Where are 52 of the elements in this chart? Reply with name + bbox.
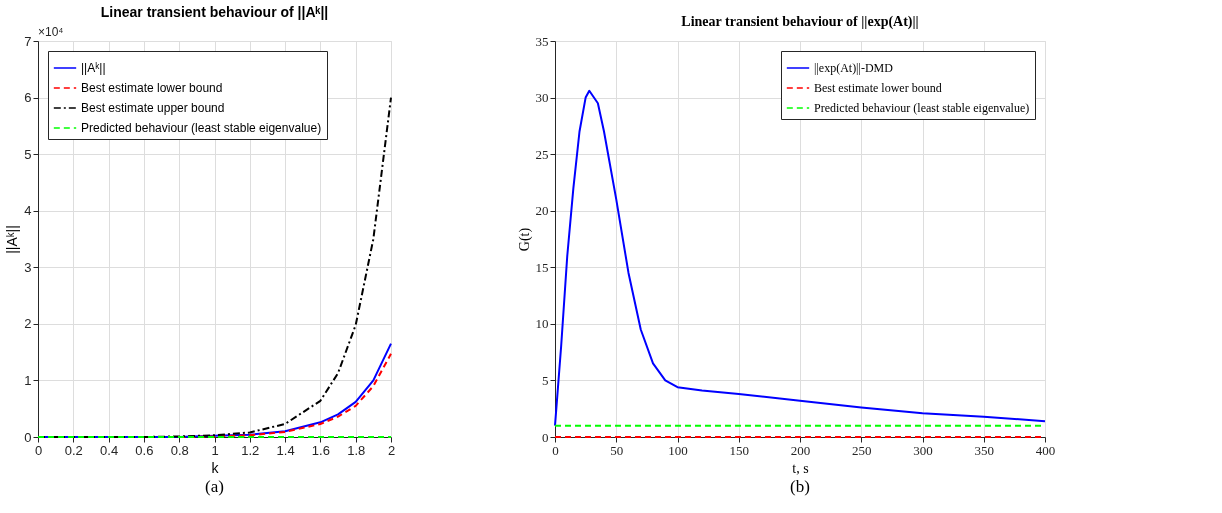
y-tick-label: 3 — [24, 259, 32, 275]
y-tick-label: 25 — [535, 146, 549, 162]
y-tick-label: 30 — [535, 90, 549, 106]
x-tick-label: 2 — [387, 442, 396, 458]
x-axis-title: t, s — [792, 460, 809, 476]
y-tick-label: 0 — [542, 429, 549, 445]
x-tick-label: 0.2 — [64, 442, 83, 458]
text: ×10⁴ — [38, 25, 64, 39]
x-tick-label: 50 — [610, 442, 624, 458]
y-tick-label: 20 — [535, 203, 549, 219]
x-tick-label: 1.2 — [241, 442, 260, 458]
x-axis-title: k — [211, 459, 220, 476]
y-axis-title: ||Aᵏ|| — [4, 225, 21, 254]
y-tick-label: 5 — [542, 372, 549, 388]
y-tick-label: 15 — [535, 259, 549, 275]
legend-label: Best estimate lower bound — [814, 81, 942, 95]
x-tick-label: 100 — [668, 442, 688, 458]
y-tick-label: 7 — [24, 33, 32, 49]
x-tick-label: 1.8 — [347, 442, 366, 458]
x-tick-label: 400 — [1035, 442, 1056, 458]
x-tick-label: 350 — [974, 442, 994, 458]
x-tick-label: 0 — [34, 442, 43, 458]
x-tick-label: 200 — [790, 442, 811, 458]
y-tick-label: 4 — [24, 203, 32, 219]
y-tick-label: 35 — [535, 33, 549, 49]
x-tick-label: 150 — [729, 442, 749, 458]
x-tick-label: 0.8 — [170, 442, 189, 458]
x-tick-label: 1 — [211, 442, 219, 458]
legend-label: ||Aᵏ|| — [81, 61, 106, 75]
legend-label: Predicted behaviour (least stable eigenvalue) — [81, 121, 322, 135]
y-tick-label: 5 — [24, 146, 32, 162]
legend-label: ||exp(At)||-DMD — [814, 61, 894, 75]
legend-label: Predicted behaviour (least stable eigenvalue) — [814, 101, 1030, 115]
y-tick-label: 1 — [24, 372, 32, 388]
chart-title: Linear transient behaviour of ||exp(At)|| — [681, 14, 919, 30]
x-tick-label: 1.6 — [311, 442, 330, 458]
y-tick-label: 2 — [24, 316, 32, 332]
y-tick-label: 6 — [24, 90, 32, 106]
legend-label: Best estimate upper bound — [81, 101, 225, 115]
x-tick-label: 0.4 — [100, 442, 119, 458]
x-tick-label: 0 — [552, 442, 559, 458]
text: (a) — [205, 477, 224, 496]
y-axis-title: G(t) — [516, 227, 533, 252]
y-tick-label: 10 — [535, 316, 549, 332]
x-tick-label: 300 — [913, 442, 933, 458]
x-tick-label: 0.6 — [135, 442, 154, 458]
y-tick-label: 0 — [24, 429, 32, 445]
legend-label: Best estimate lower bound — [81, 81, 223, 95]
chart-title: Linear transient behaviour of ||Aᵏ|| — [100, 4, 329, 20]
text: (b) — [790, 477, 810, 496]
x-tick-label: 250 — [852, 442, 872, 458]
x-tick-label: 1.4 — [276, 442, 295, 458]
